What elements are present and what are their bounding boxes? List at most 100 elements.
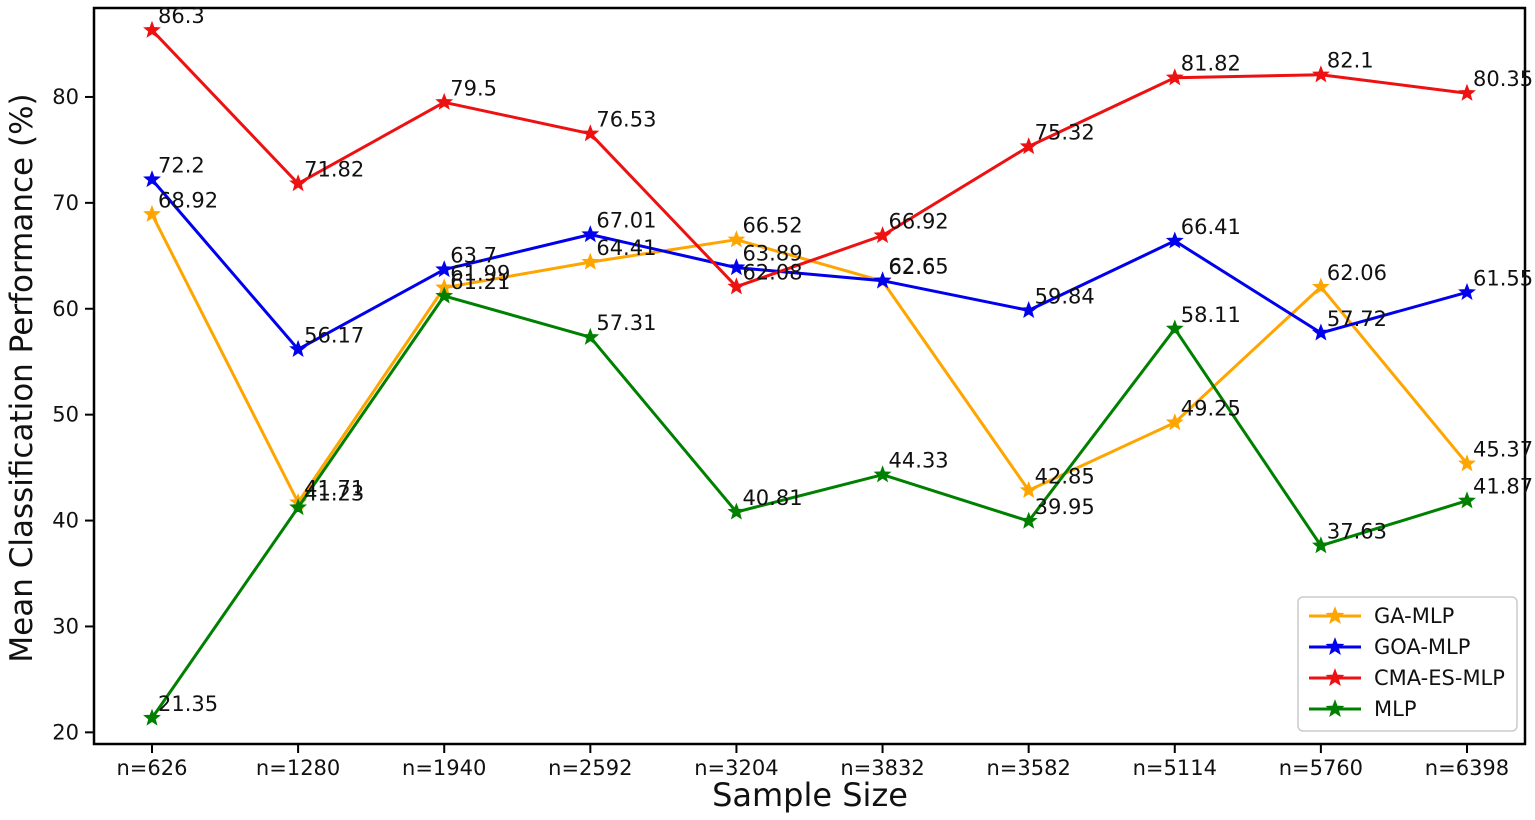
x-tick-label: n=3204 (694, 756, 778, 780)
data-point-label: 67.01 (596, 209, 656, 233)
y-tick-label: 80 (52, 85, 79, 109)
star-marker (727, 502, 746, 520)
legend-star-marker (1325, 668, 1345, 687)
y-tick-label: 50 (52, 403, 79, 427)
star-marker (873, 271, 892, 289)
star-marker (727, 258, 746, 276)
data-point-label: 61.55 (1473, 266, 1533, 290)
star-marker (143, 170, 161, 188)
series-line-goa-mlp (150, 178, 1469, 351)
star-marker (581, 327, 600, 345)
star-marker (1019, 481, 1038, 498)
data-point-label: 63.7 (450, 244, 497, 268)
star-marker (435, 286, 454, 304)
x-tick-label: n=5114 (1133, 756, 1217, 780)
y-axis-title: Mean Classification Performance (%) (4, 93, 40, 662)
legend-label: MLP (1374, 697, 1416, 721)
data-point-label: 62.65 (889, 255, 949, 279)
star-marker (873, 465, 892, 483)
star-marker (727, 230, 746, 248)
data-point-label: 71.82 (304, 158, 364, 182)
x-tick-label: n=3832 (840, 756, 924, 780)
star-marker (1019, 300, 1038, 319)
data-point-label: 41.87 (1473, 475, 1533, 499)
star-marker (581, 225, 600, 243)
data-point-label: 72.2 (158, 154, 205, 178)
y-tick-label: 70 (52, 191, 79, 215)
legend-star-marker (1325, 637, 1345, 656)
data-point-label: 62.06 (1327, 261, 1387, 285)
star-marker (289, 174, 308, 192)
data-point-label: 49.25 (1181, 397, 1241, 421)
legend-star-marker (1325, 699, 1345, 718)
data-point-label: 75.32 (1035, 121, 1095, 145)
data-point-label: 64.41 (596, 236, 656, 260)
data-point-label: 66.52 (742, 214, 802, 238)
star-marker (1458, 282, 1476, 300)
x-tick-label: n=1940 (402, 756, 486, 780)
star-marker (1165, 413, 1184, 431)
data-point-label: 68.92 (158, 188, 218, 212)
data-point-label: 57.72 (1327, 307, 1387, 331)
data-point-label: 76.53 (596, 108, 656, 132)
star-marker (581, 124, 600, 142)
data-point-label: 80.35 (1473, 67, 1533, 91)
legend-label: GOA-MLP (1374, 635, 1470, 659)
data-point-label: 45.37 (1473, 438, 1533, 462)
y-tick-label: 40 (52, 509, 79, 533)
data-point-label: 58.11 (1181, 303, 1241, 327)
data-point-label: 21.35 (158, 692, 218, 716)
star-marker (727, 277, 746, 295)
star-marker (1311, 536, 1330, 554)
data-point-label: 66.41 (1181, 215, 1241, 239)
data-point-label: 81.82 (1181, 52, 1241, 76)
data-point-label: 62.6 (889, 255, 936, 279)
data-point-label: 56.17 (304, 323, 364, 347)
data-point-label: 61.21 (450, 270, 510, 294)
star-marker (1165, 231, 1184, 249)
star-marker (1019, 511, 1038, 529)
y-tick-label: 60 (52, 297, 79, 321)
star-marker (435, 260, 454, 278)
legend: GA-MLP GOA-MLP CMA-ES-MLP MLP (1297, 596, 1518, 732)
star-marker (1019, 137, 1038, 155)
data-point-label: 44.33 (889, 449, 949, 473)
star-marker (143, 20, 161, 38)
star-marker (1311, 323, 1330, 341)
x-tick-label: n=1280 (256, 756, 340, 780)
star-marker (1458, 454, 1476, 472)
star-marker (1165, 319, 1184, 337)
star-marker (435, 92, 454, 110)
legend-star-marker (1325, 606, 1345, 625)
data-point-label: 57.31 (596, 311, 656, 335)
star-marker (289, 339, 308, 357)
star-marker (1311, 277, 1330, 295)
x-tick-label: n=3582 (986, 756, 1070, 780)
data-point-label: 61.99 (450, 262, 510, 286)
series-line-mlp (150, 294, 1469, 720)
star-marker (1458, 491, 1476, 509)
star-marker (289, 498, 308, 516)
series-line-cma-es-mlp (150, 28, 1469, 289)
data-point-label: 66.92 (889, 209, 949, 233)
star-marker (143, 708, 161, 726)
legend-label: CMA-ES-MLP (1374, 666, 1505, 690)
x-tick-label: n=2592 (548, 756, 632, 780)
plot-frame (92, 6, 1527, 746)
legend-label: GA-MLP (1374, 604, 1454, 628)
data-point-label: 41.71 (304, 476, 364, 500)
data-point-label: 86.3 (158, 4, 205, 28)
data-point-label: 62.08 (742, 261, 802, 285)
x-axis-title: Sample Size (712, 776, 908, 814)
star-marker (1311, 65, 1330, 83)
data-point-label: 59.84 (1035, 284, 1095, 308)
data-point-label: 40.81 (742, 486, 802, 510)
series-line-ga-mlp (150, 212, 1469, 504)
x-tick-label: n=5760 (1279, 756, 1363, 780)
star-marker (581, 252, 600, 270)
star-marker (143, 204, 161, 222)
data-point-label: 41.23 (304, 482, 364, 506)
data-point-label: 39.95 (1035, 495, 1095, 519)
star-marker (1458, 83, 1476, 101)
